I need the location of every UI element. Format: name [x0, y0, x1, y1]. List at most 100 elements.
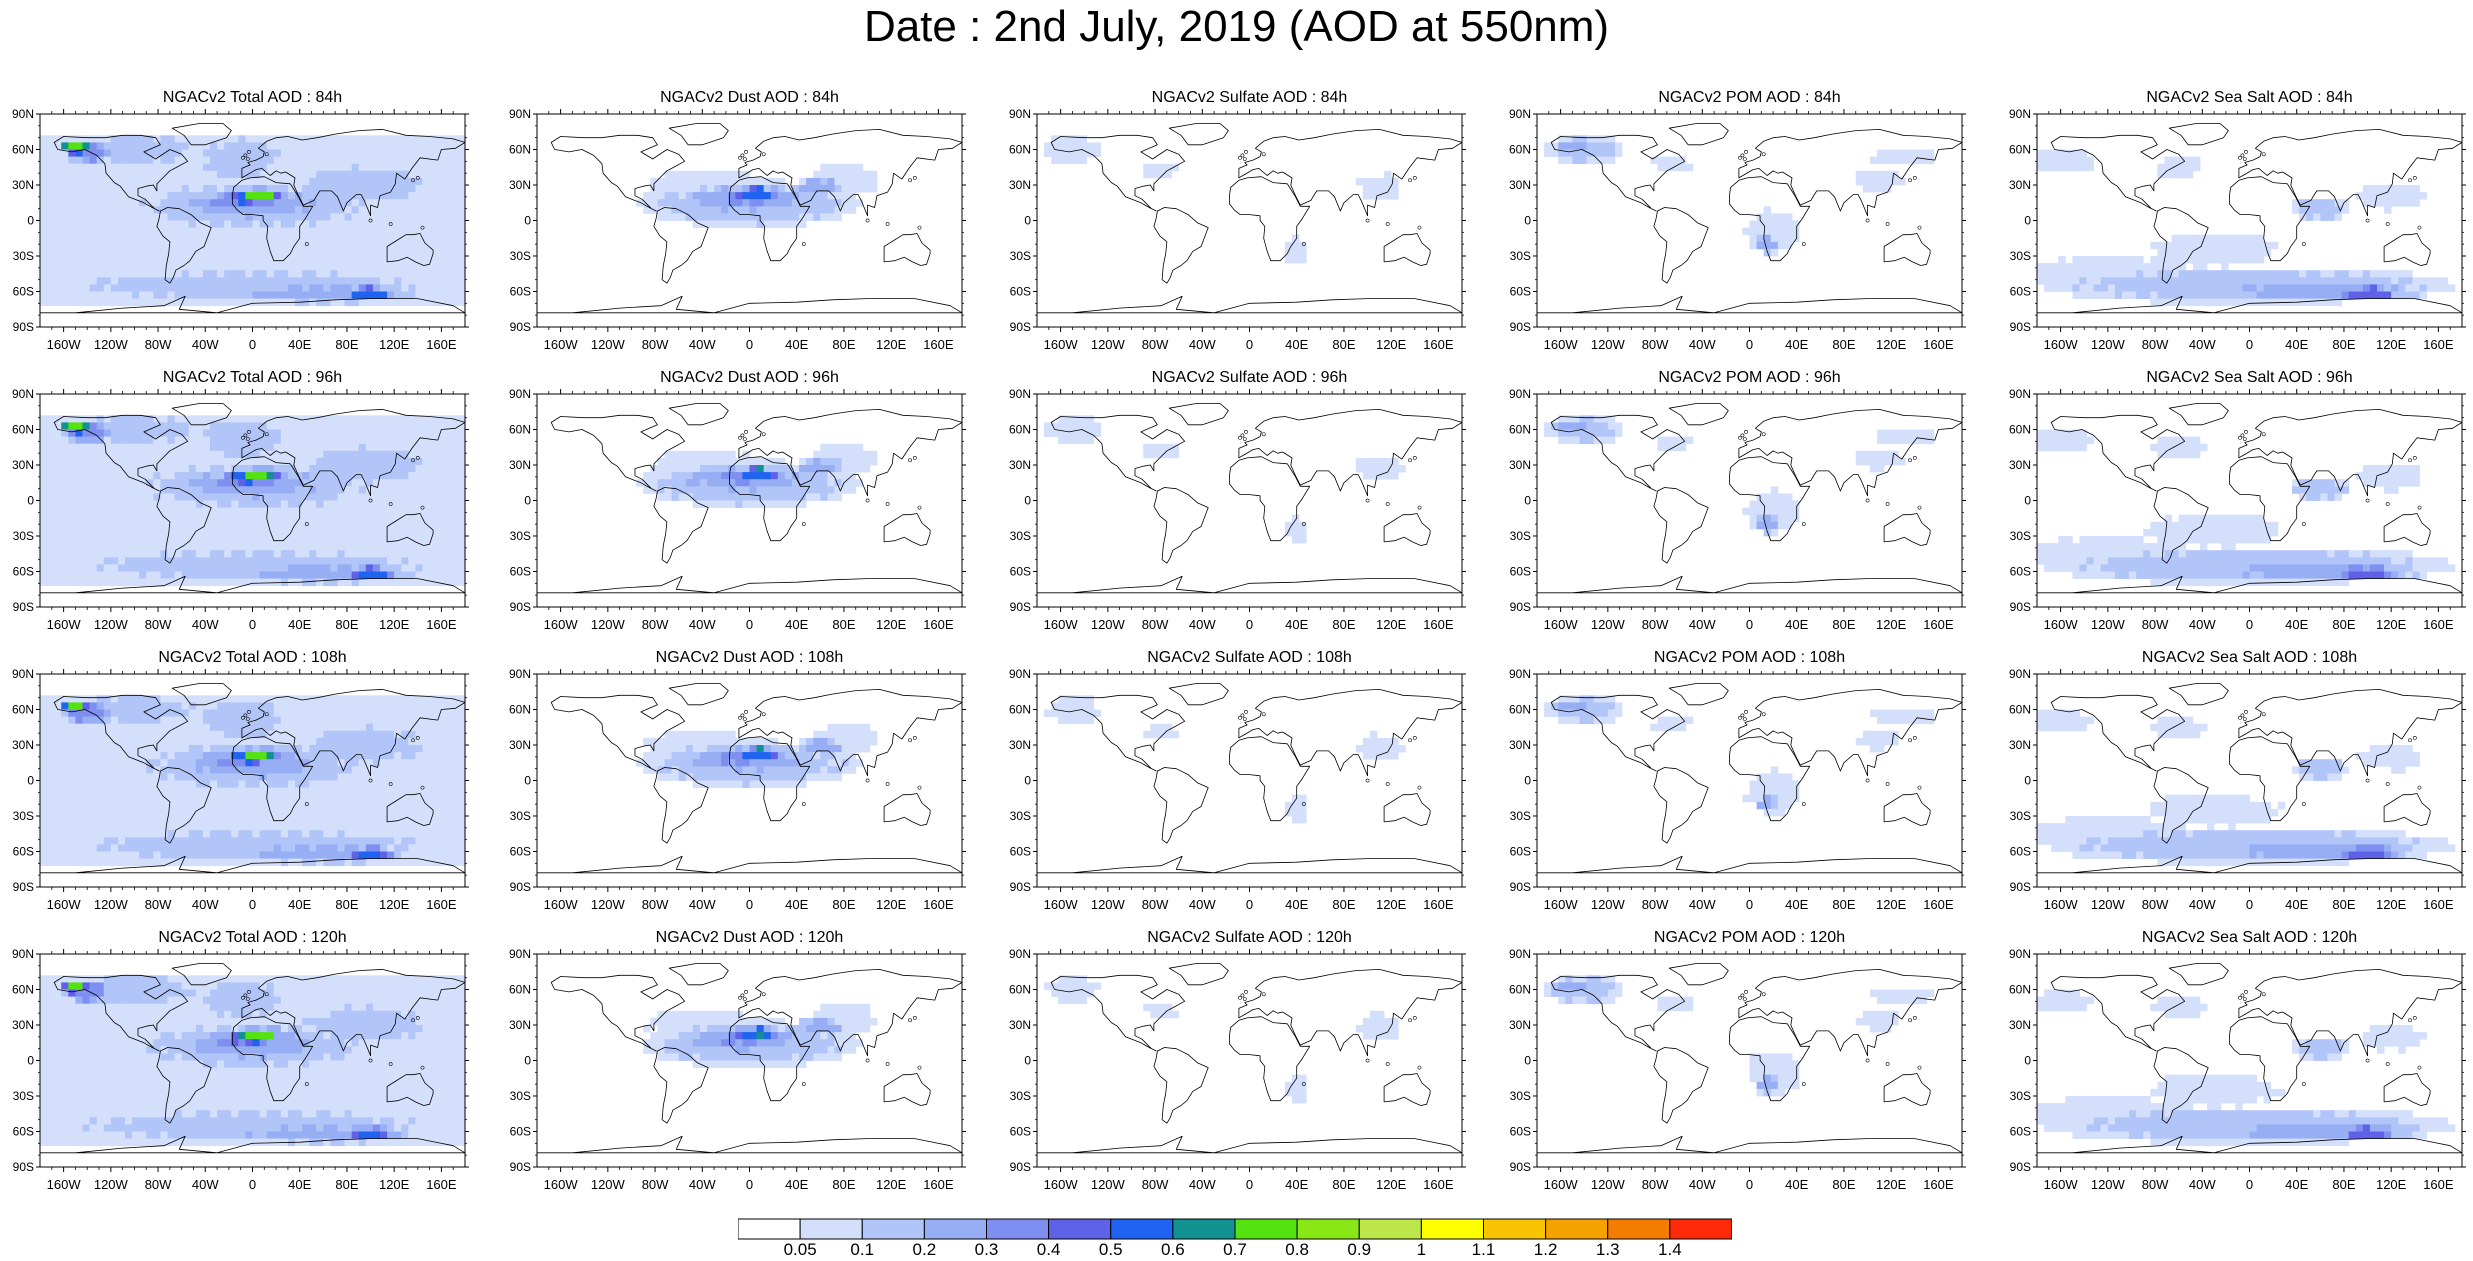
map-panel: NGACv2 Sea Salt AOD : 120h 90N 60N 30N 0 30S 6… — [1997, 928, 2467, 1206]
lat-label: 0 — [2024, 214, 2031, 228]
lat-label: 30N — [509, 458, 531, 472]
lat-label: 30N — [12, 738, 34, 752]
lat-label: 60S — [13, 565, 34, 579]
panel-title: NGACv2 Sea Salt AOD : 120h — [2141, 929, 2358, 946]
lon-label: 160W — [47, 617, 82, 632]
panel-title: NGACv2 Total AOD : 84h — [162, 89, 343, 106]
lon-label: 80E — [335, 897, 358, 912]
lon-label: 160W — [1044, 897, 1079, 912]
map-panel: NGACv2 Total AOD : 120h 90N 60N 30N 0 30S 60S 9… — [0, 928, 470, 1206]
world-map: 90N 60N 30N 0 30S 60S 90S 160W 120W 80W 40W 0 40E 80E… — [2009, 387, 2466, 632]
map-panel: NGACv2 Sulfate AOD : 84h 90N 60N 30N 0 30S 60S… — [997, 88, 1467, 366]
lon-label: 120W — [1591, 617, 1626, 632]
map-panel: NGACv2 Dust AOD : 108h 90N 60N 30N 0 30S 60S 90… — [497, 648, 967, 926]
lat-label: 90S — [510, 880, 531, 894]
lat-label: 60S — [13, 1125, 34, 1139]
lon-label: 120W — [2091, 337, 2126, 352]
lon-label: 160W — [544, 897, 579, 912]
lat-label: 90N — [509, 947, 531, 961]
lon-label: 120W — [2091, 1177, 2126, 1192]
coastlines — [537, 683, 962, 874]
lon-label: 160W — [1544, 1177, 1579, 1192]
lon-label: 80W — [1642, 337, 1669, 352]
lon-label: 120W — [1591, 897, 1626, 912]
lat-label: 90N — [1509, 107, 1531, 121]
lat-label: 30N — [509, 178, 531, 192]
lon-label: 0 — [249, 897, 256, 912]
lat-label: 90S — [1510, 320, 1531, 334]
aod-field — [1544, 695, 1935, 817]
lat-label: 90S — [510, 600, 531, 614]
lat-label: 60S — [510, 285, 531, 299]
aod-field — [636, 163, 878, 228]
lat-label: 60N — [1509, 703, 1531, 717]
panel-title: NGACv2 POM AOD : 120h — [1653, 929, 1846, 946]
lat-label: 60N — [12, 703, 34, 717]
colorbar-swatch — [799, 1218, 863, 1240]
lat-label: 60N — [1509, 423, 1531, 437]
lat-label: 60N — [1009, 983, 1031, 997]
lat-label: 90S — [2010, 320, 2031, 334]
lat-label: 30N — [1509, 1018, 1531, 1032]
aod-field — [1044, 135, 1399, 264]
aod-field — [2037, 989, 2456, 1147]
lat-label: 60N — [509, 423, 531, 437]
lon-label: 80W — [2142, 1177, 2169, 1192]
lon-label: 40E — [1785, 617, 1808, 632]
colorbar-swatch — [1669, 1218, 1732, 1240]
lon-label: 80E — [2332, 1177, 2355, 1192]
lon-label: 0 — [249, 1177, 256, 1192]
lon-label: 160E — [1423, 1177, 1454, 1192]
coastlines — [537, 123, 962, 314]
lon-label: 160E — [1923, 337, 1954, 352]
lon-label: 80E — [1332, 617, 1355, 632]
lat-label: 60S — [2010, 285, 2031, 299]
lat-label: 60N — [509, 143, 531, 157]
lon-label: 80W — [145, 1177, 172, 1192]
lon-label: 0 — [249, 337, 256, 352]
lat-label: 30S — [1510, 1089, 1531, 1103]
lon-label: 160E — [923, 897, 954, 912]
lon-label: 160W — [2044, 337, 2079, 352]
coastlines — [1537, 403, 1962, 594]
panel-title: NGACv2 Dust AOD : 84h — [660, 89, 839, 106]
lat-label: 60N — [1009, 423, 1031, 437]
lon-label: 40W — [2189, 1177, 2216, 1192]
lon-label: 80W — [145, 617, 172, 632]
lat-label: 90N — [509, 387, 531, 401]
coastlines — [40, 963, 465, 1154]
coastlines — [1037, 683, 1462, 874]
lat-label: 30S — [1010, 249, 1031, 263]
lon-label: 160E — [426, 337, 457, 352]
lon-label: 120E — [2376, 1177, 2407, 1192]
lon-label: 80E — [335, 1177, 358, 1192]
lon-label: 40E — [288, 1177, 311, 1192]
lat-label: 30N — [1009, 1018, 1031, 1032]
lon-label: 40E — [1785, 1177, 1808, 1192]
lat-label: 0 — [2024, 494, 2031, 508]
lat-label: 0 — [27, 214, 34, 228]
lon-label: 120W — [1591, 1177, 1626, 1192]
lon-label: 120E — [1376, 337, 1407, 352]
lon-label: 80W — [642, 337, 669, 352]
lon-label: 0 — [746, 617, 753, 632]
colorbar-swatch — [1358, 1218, 1422, 1240]
lat-label: 30N — [12, 1018, 34, 1032]
lon-label: 160E — [1423, 337, 1454, 352]
lon-label: 120W — [1091, 617, 1126, 632]
lon-label: 120W — [2091, 897, 2126, 912]
lon-label: 80W — [642, 1177, 669, 1192]
lat-label: 30S — [13, 1089, 34, 1103]
lon-label: 40E — [2285, 1177, 2308, 1192]
aod-field — [2037, 149, 2456, 307]
map-panel: NGACv2 POM AOD : 96h 90N 60N 30N 0 30S 60S 90S 1… — [1497, 368, 1967, 646]
lon-label: 40W — [2189, 897, 2216, 912]
lat-label: 30S — [2010, 1089, 2031, 1103]
map-panel: NGACv2 POM AOD : 120h 90N 60N 30N 0 30S 60S 90S… — [1497, 928, 1967, 1206]
lat-label: 60N — [1009, 703, 1031, 717]
lat-label: 0 — [1524, 1054, 1531, 1068]
lat-label: 60S — [13, 845, 34, 859]
aod-field — [1544, 415, 1935, 537]
colorbar: 0.05 0.1 0.2 0.3 0.4 0.5 0.6 0.7 0.8 0.9 1 1.1 1.2 1.… — [738, 1218, 1732, 1261]
lat-label: 30S — [1510, 809, 1531, 823]
